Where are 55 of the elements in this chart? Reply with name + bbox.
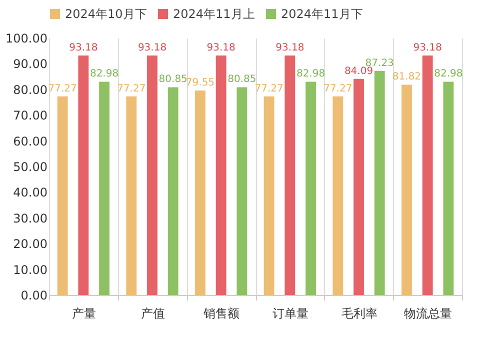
bar — [126, 96, 137, 295]
y-tick-label: 50.00 — [13, 160, 48, 174]
y-tick-label: 100.00 — [6, 32, 48, 46]
y-tick-label: 80.00 — [13, 82, 48, 97]
bar — [99, 82, 110, 295]
x-tick-label: 产值 — [140, 306, 165, 320]
y-tick-label: 90.00 — [13, 57, 48, 72]
bar — [78, 56, 89, 295]
data-label: 93.18 — [276, 42, 304, 54]
bar — [147, 56, 158, 295]
bar — [236, 87, 248, 295]
bar — [306, 82, 316, 295]
x-tick-label: 产量 — [72, 306, 96, 320]
bar — [57, 96, 68, 295]
y-tick-label: 70.00 — [13, 108, 48, 123]
bar — [216, 56, 226, 295]
y-tick-label: 30.00 — [13, 211, 48, 226]
data-label: 77.27 — [117, 83, 146, 94]
bar — [168, 87, 178, 295]
bar — [402, 84, 412, 295]
data-label: 77.27 — [254, 83, 284, 94]
data-label: 82.98 — [434, 68, 463, 80]
legend-label: 2024年11月下 — [281, 7, 363, 21]
x-tick-label: 物流总量 — [404, 306, 452, 320]
y-tick-label: 60.00 — [13, 134, 48, 148]
data-label: 80.85 — [158, 74, 188, 86]
y-tick-label: 10.00 — [13, 262, 48, 277]
bar — [332, 96, 344, 295]
x-tick-label: 销售额 — [202, 306, 240, 320]
legend-label: 2024年11月上 — [173, 7, 255, 21]
x-tick-label: 毛利率 — [341, 306, 378, 320]
y-tick-label: 40.00 — [13, 186, 48, 200]
data-label: 93.18 — [69, 42, 98, 54]
bar — [422, 56, 433, 295]
legend-label: 2024年10月下 — [65, 7, 147, 21]
data-label: 93.18 — [138, 42, 167, 54]
bar — [354, 78, 364, 295]
data-label: 82.98 — [296, 68, 326, 80]
bar — [284, 56, 296, 295]
data-label: 79.55 — [186, 78, 215, 89]
bar — [443, 82, 454, 295]
data-label: 81.82 — [392, 72, 422, 83]
data-label: 84.09 — [344, 66, 374, 77]
bar — [195, 90, 206, 295]
data-label: 93.18 — [206, 42, 236, 54]
data-label: 82.98 — [90, 68, 119, 80]
bar — [374, 70, 385, 295]
y-tick-label: 0.00 — [20, 288, 48, 302]
y-tick-label: 20.00 — [13, 237, 48, 252]
x-tick-label: 订单量 — [272, 306, 308, 320]
data-label: 80.85 — [228, 74, 256, 86]
bar — [264, 96, 274, 295]
data-label: 93.18 — [413, 42, 442, 54]
data-label: 77.27 — [324, 83, 352, 94]
data-label: 77.27 — [48, 83, 77, 94]
